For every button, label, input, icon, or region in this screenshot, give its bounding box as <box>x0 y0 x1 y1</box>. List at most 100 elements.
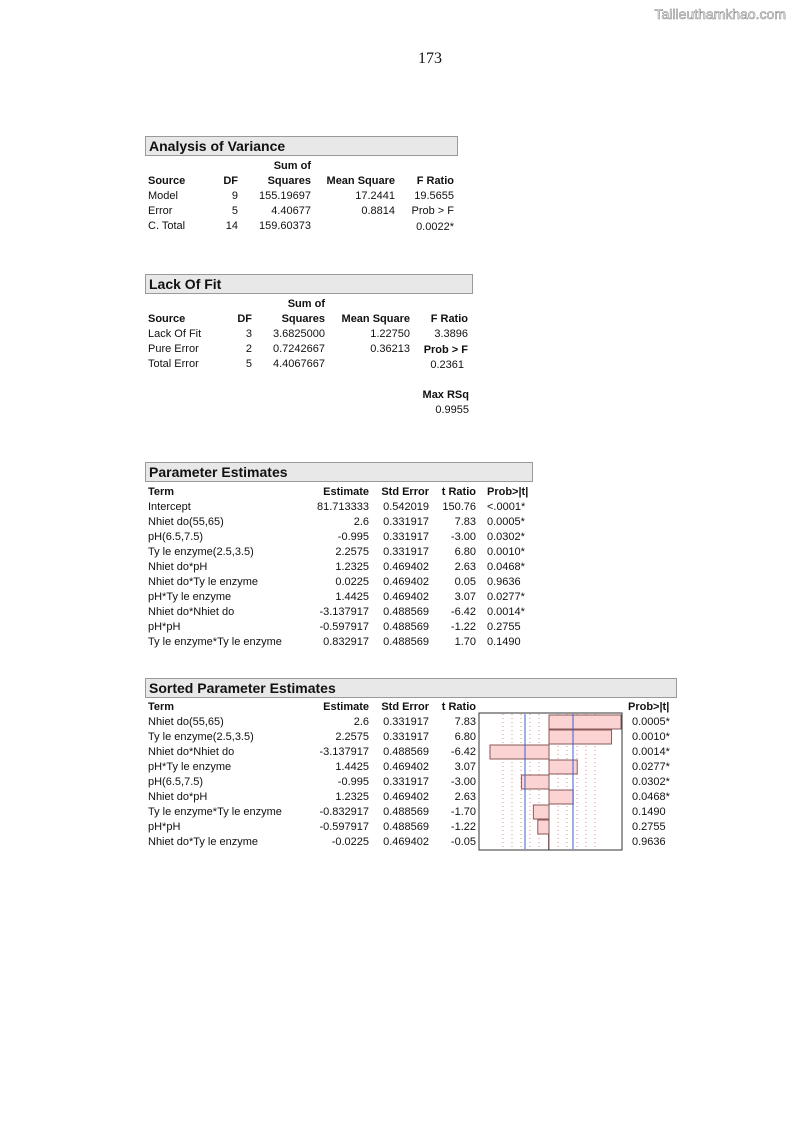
column-header: Estimate <box>323 486 369 498</box>
section-title: Lack Of Fit <box>149 276 222 292</box>
page-number: 173 <box>418 50 442 67</box>
cell: 0.0010* <box>632 731 670 743</box>
cell: Nhiet do(55,65) <box>148 716 224 728</box>
cell: Model <box>148 190 178 202</box>
column-header: Prob>|t| <box>487 486 529 498</box>
column-header: Std Error <box>381 486 429 498</box>
cell: 0.331917 <box>383 776 429 788</box>
column-header: Sum of <box>273 160 311 172</box>
section-header: Sorted Parameter Estimates <box>145 678 677 698</box>
cell: 0.469402 <box>383 591 429 603</box>
cell: 2 <box>245 343 252 355</box>
cell: -3.137917 <box>319 606 369 618</box>
prob-label: Prob > F <box>423 344 468 356</box>
cell: 0.331917 <box>383 546 429 558</box>
cell: 4.40677 <box>271 205 311 217</box>
section-title: Analysis of Variance <box>149 138 286 154</box>
cell: Intercept <box>148 501 191 513</box>
cell: Error <box>148 205 173 217</box>
cell: 17.2441 <box>355 190 395 202</box>
column-header: Term <box>148 486 175 498</box>
cell: 0.0468* <box>487 561 525 573</box>
cell: 0.8814 <box>361 205 395 217</box>
cell: 0.1490 <box>632 806 666 818</box>
cell: -0.597917 <box>319 621 369 633</box>
cell: 0.331917 <box>383 716 429 728</box>
t-ratio-bar <box>548 759 578 775</box>
cell: Nhiet do*pH <box>148 791 208 803</box>
t-ratio-bar <box>520 774 550 790</box>
cell: 0.488569 <box>383 806 429 818</box>
cell: 1.4425 <box>335 591 369 603</box>
cell: 2.6 <box>353 516 369 528</box>
column-header: Prob>|t| <box>628 701 670 713</box>
cell: -0.05 <box>450 836 476 848</box>
column-header: Source <box>148 313 186 325</box>
cell: 3.07 <box>454 761 476 773</box>
cell: 0.542019 <box>383 501 429 513</box>
cell: 150.76 <box>442 501 476 513</box>
cell: -0.832917 <box>319 806 369 818</box>
cell: 0.9636 <box>632 836 666 848</box>
cell: 0.0005* <box>632 716 670 728</box>
cell: 1.70 <box>454 636 476 648</box>
cell: 2.6 <box>353 716 369 728</box>
cell: 0.331917 <box>383 731 429 743</box>
cell: 0.2755 <box>487 621 521 633</box>
cell: Total Error <box>148 358 199 370</box>
cell: Ty le enzyme(2.5,3.5) <box>148 731 254 743</box>
cell: -0.995 <box>337 531 369 543</box>
cell: 5 <box>231 205 238 217</box>
column-header: F Ratio <box>430 313 468 325</box>
cell: 0.331917 <box>383 516 429 528</box>
max-rsq-value: 0.9955 <box>435 404 469 416</box>
section-header: Lack Of Fit <box>145 274 473 294</box>
cell: -3.137917 <box>319 746 369 758</box>
cell: 0.469402 <box>383 791 429 803</box>
cell: 0.488569 <box>383 621 429 633</box>
cell: 9 <box>231 190 238 202</box>
cell: 5 <box>245 358 252 370</box>
column-header: t Ratio <box>441 701 476 713</box>
cell: Lack Of Fit <box>148 328 202 340</box>
cell: 14 <box>225 220 238 232</box>
cell: 0.488569 <box>383 821 429 833</box>
cell: 3.6825000 <box>273 328 325 340</box>
cell: 0.488569 <box>383 636 429 648</box>
cell: 0.0277* <box>487 591 525 603</box>
cell: 0.469402 <box>383 561 429 573</box>
cell: 0.469402 <box>383 576 429 588</box>
column-header: DF <box>223 175 238 187</box>
cell: -1.70 <box>450 806 476 818</box>
column-header: Squares <box>281 313 325 325</box>
column-header: Estimate <box>323 701 369 713</box>
t-ratio-bar <box>489 744 550 760</box>
column-header: F Ratio <box>416 175 454 187</box>
cell: 159.60373 <box>259 220 311 232</box>
cell: 6.80 <box>454 546 476 558</box>
column-header: Term <box>148 701 175 713</box>
t-ratio-bar <box>548 789 574 805</box>
cell: -1.22 <box>450 821 476 833</box>
prob-label: Prob > F <box>411 205 455 217</box>
cell: Nhiet do(55,65) <box>148 516 224 528</box>
cell: 155.19697 <box>259 190 311 202</box>
cell: 2.2575 <box>335 731 369 743</box>
cell: 0.0468* <box>632 791 670 803</box>
cell: pH(6.5,7.5) <box>148 776 204 788</box>
cell: 0.7242667 <box>273 343 325 355</box>
cell: 3.3896 <box>434 328 468 340</box>
column-header: DF <box>237 313 252 325</box>
cell: 0.488569 <box>383 746 429 758</box>
cell: 0.36213 <box>370 343 410 355</box>
cell: 0.331917 <box>383 531 429 543</box>
cell: 0.2755 <box>632 821 666 833</box>
cell: 0.0302* <box>632 776 670 788</box>
cell: 0.488569 <box>383 606 429 618</box>
column-header: Squares <box>267 175 311 187</box>
cell: -6.42 <box>450 746 476 758</box>
cell: -6.42 <box>450 606 476 618</box>
cell: 0.9636 <box>487 576 521 588</box>
